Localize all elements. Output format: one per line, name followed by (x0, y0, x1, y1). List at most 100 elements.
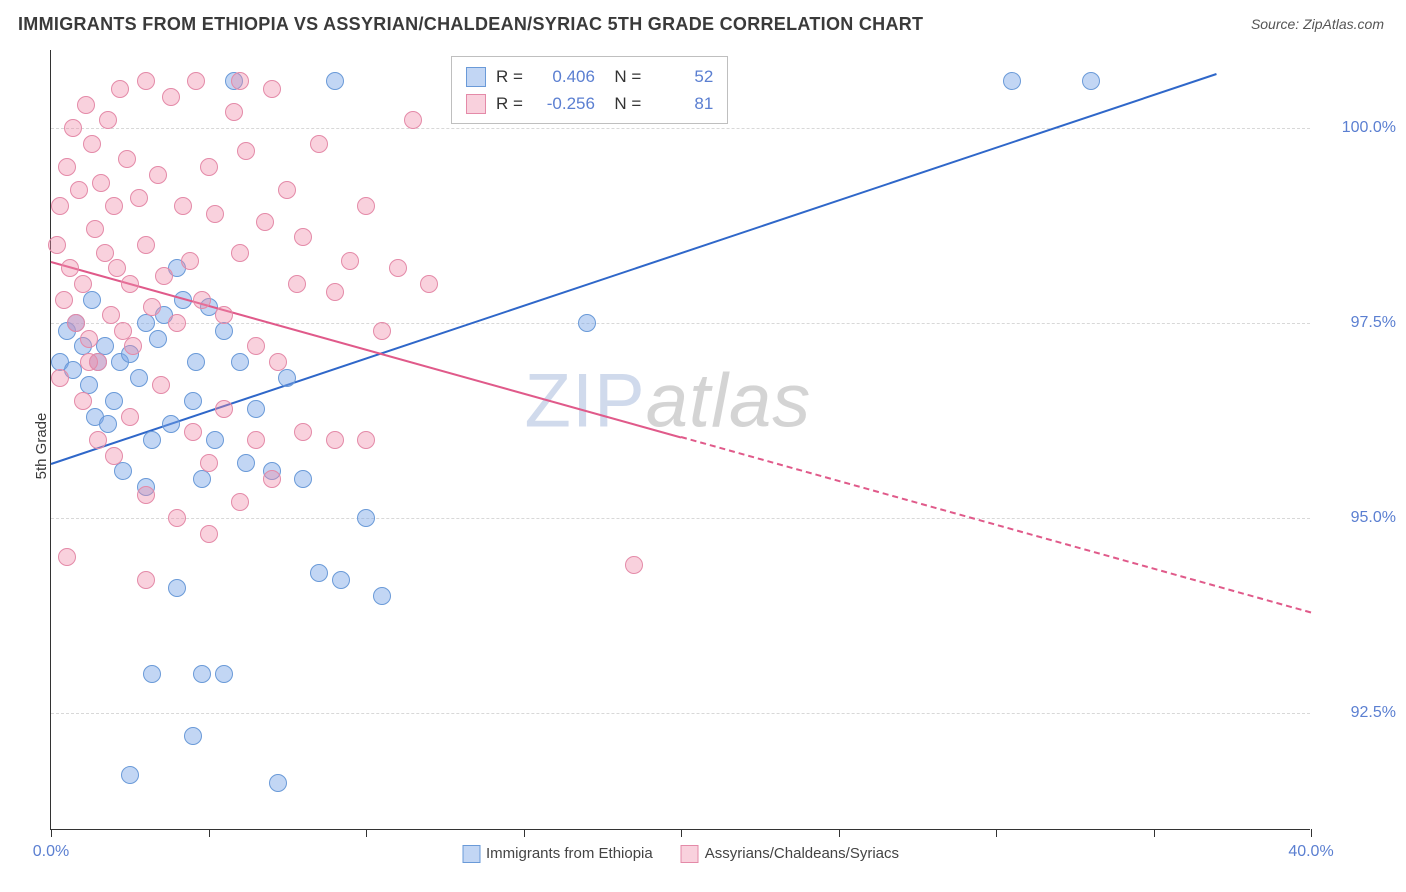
data-point-assyrian (137, 571, 155, 589)
data-point-ethiopia (193, 470, 211, 488)
data-point-ethiopia (578, 314, 596, 332)
gridline-h (51, 323, 1310, 324)
data-point-assyrian (48, 236, 66, 254)
data-point-assyrian (168, 314, 186, 332)
data-point-ethiopia (105, 392, 123, 410)
data-point-assyrian (74, 275, 92, 293)
data-point-ethiopia (294, 470, 312, 488)
data-point-ethiopia (357, 509, 375, 527)
data-point-assyrian (124, 337, 142, 355)
data-point-assyrian (278, 181, 296, 199)
data-point-assyrian (99, 111, 117, 129)
data-point-assyrian (74, 392, 92, 410)
x-tick (1154, 829, 1155, 837)
x-tick (996, 829, 997, 837)
data-point-ethiopia (137, 314, 155, 332)
data-point-assyrian (105, 197, 123, 215)
data-point-ethiopia (121, 766, 139, 784)
data-point-assyrian (92, 174, 110, 192)
watermark: ZIPatlas (525, 357, 812, 444)
gridline-h (51, 518, 1310, 519)
data-point-assyrian (184, 423, 202, 441)
data-point-assyrian (269, 353, 287, 371)
data-point-ethiopia (237, 454, 255, 472)
data-point-assyrian (121, 408, 139, 426)
data-point-assyrian (162, 88, 180, 106)
data-point-ethiopia (149, 330, 167, 348)
data-point-assyrian (108, 259, 126, 277)
data-point-assyrian (121, 275, 139, 293)
data-point-assyrian (206, 205, 224, 223)
data-point-assyrian (247, 431, 265, 449)
data-point-assyrian (247, 337, 265, 355)
data-point-assyrian (137, 486, 155, 504)
data-point-ethiopia (206, 431, 224, 449)
data-point-assyrian (58, 158, 76, 176)
y-axis-label: 5th Grade (33, 413, 50, 480)
r-value: 0.406 (533, 63, 595, 90)
data-point-assyrian (70, 181, 88, 199)
data-point-assyrian (83, 135, 101, 153)
x-tick (839, 829, 840, 837)
x-tick-label: 40.0% (1288, 843, 1333, 861)
data-point-assyrian (181, 252, 199, 270)
data-point-ethiopia (1003, 72, 1021, 90)
data-point-assyrian (137, 72, 155, 90)
data-point-assyrian (373, 322, 391, 340)
data-point-ethiopia (326, 72, 344, 90)
n-label: N = (605, 90, 641, 117)
trend-line (51, 261, 682, 438)
data-point-assyrian (51, 197, 69, 215)
stats-legend: R =0.406 N =52R =-0.256 N =81 (451, 56, 728, 124)
data-point-ethiopia (187, 353, 205, 371)
data-point-assyrian (80, 353, 98, 371)
data-point-assyrian (96, 244, 114, 262)
y-tick-label: 92.5% (1320, 704, 1396, 722)
data-point-assyrian (404, 111, 422, 129)
data-point-assyrian (420, 275, 438, 293)
data-point-assyrian (357, 197, 375, 215)
data-point-assyrian (149, 166, 167, 184)
y-tick-label: 95.0% (1320, 509, 1396, 527)
trend-line-extrapolated (681, 436, 1312, 613)
legend-label: Immigrants from Ethiopia (486, 845, 653, 862)
chart-title: IMMIGRANTS FROM ETHIOPIA VS ASSYRIAN/CHA… (18, 14, 923, 35)
data-point-assyrian (288, 275, 306, 293)
data-point-assyrian (55, 291, 73, 309)
x-tick (524, 829, 525, 837)
n-value: 81 (651, 90, 713, 117)
data-point-ethiopia (114, 462, 132, 480)
data-point-assyrian (310, 135, 328, 153)
data-point-assyrian (86, 220, 104, 238)
data-point-assyrian (105, 447, 123, 465)
data-point-assyrian (326, 283, 344, 301)
data-point-assyrian (237, 142, 255, 160)
data-point-ethiopia (310, 564, 328, 582)
data-point-ethiopia (130, 369, 148, 387)
data-point-ethiopia (143, 665, 161, 683)
data-point-assyrian (102, 306, 120, 324)
data-point-assyrian (625, 556, 643, 574)
legend-swatch-icon (681, 845, 699, 863)
data-point-assyrian (357, 431, 375, 449)
data-point-assyrian (174, 197, 192, 215)
y-tick-label: 100.0% (1320, 119, 1396, 137)
x-tick-label: 0.0% (33, 843, 69, 861)
data-point-assyrian (389, 259, 407, 277)
data-point-assyrian (231, 244, 249, 262)
data-point-assyrian (200, 158, 218, 176)
data-point-assyrian (294, 423, 312, 441)
data-point-assyrian (111, 80, 129, 98)
data-point-ethiopia (215, 322, 233, 340)
data-point-assyrian (256, 213, 274, 231)
n-label: N = (605, 63, 641, 90)
data-point-assyrian (263, 470, 281, 488)
bottom-legend: Immigrants from EthiopiaAssyrians/Chalde… (462, 845, 899, 863)
watermark-zip: ZIP (525, 358, 646, 443)
data-point-assyrian (215, 400, 233, 418)
r-value: -0.256 (533, 90, 595, 117)
source-attribution: Source: ZipAtlas.com (1251, 16, 1384, 32)
data-point-ethiopia (193, 665, 211, 683)
data-point-assyrian (200, 454, 218, 472)
data-point-assyrian (231, 493, 249, 511)
